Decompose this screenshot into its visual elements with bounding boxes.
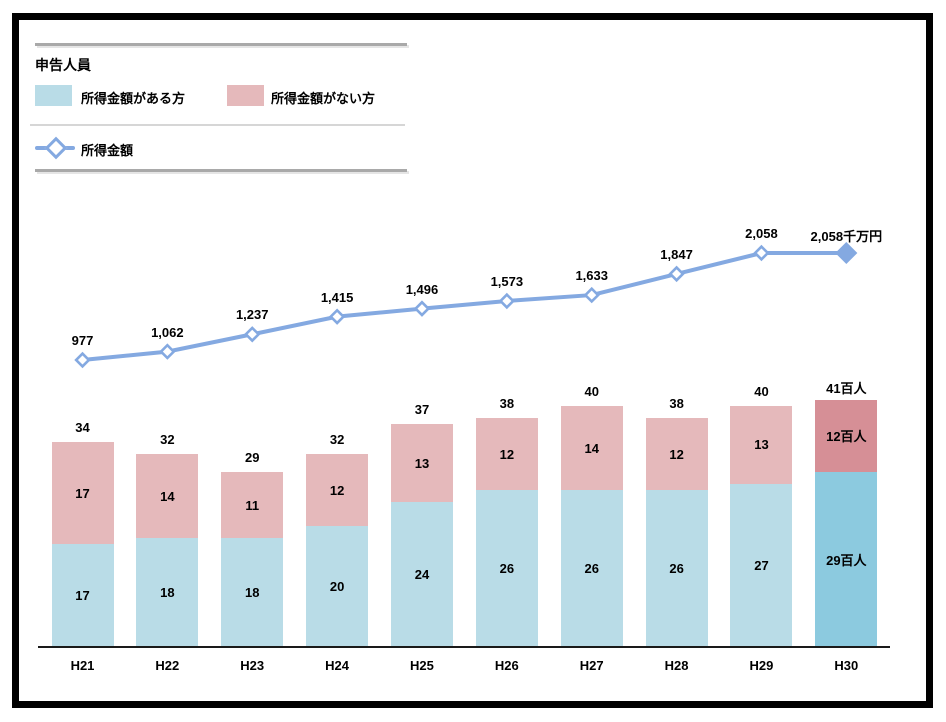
line-marker-diamond <box>74 351 91 369</box>
line-marker-diamond <box>668 265 685 283</box>
x-axis-label: H21 <box>70 658 95 673</box>
bar-segment-without-income: 12百人 <box>815 399 878 473</box>
bar-total-label: 40 <box>754 383 769 399</box>
line-marker-diamond <box>835 241 858 265</box>
x-axis-label: H27 <box>579 658 604 673</box>
bar-segment-with-income: 17 <box>51 544 114 647</box>
line-value-label: 1,237 <box>235 307 269 323</box>
line-value-label: 977 <box>71 333 94 348</box>
legend-label-with-income: 所得金額がある方 <box>81 91 186 106</box>
bar-total-label: 41百人 <box>826 380 867 396</box>
bar-segment-with-income: 29百人 <box>815 472 878 647</box>
line-value-label: 2,058千万円 <box>810 229 883 244</box>
x-axis-label: H25 <box>410 658 434 673</box>
bar-segment-without-income: 12 <box>306 454 369 527</box>
legend-divider-rule <box>30 124 405 126</box>
bar-segment-without-income: 14 <box>136 454 199 539</box>
bar-segment-without-income: 13 <box>390 423 453 503</box>
line-marker-diamond <box>159 343 176 360</box>
bar-segment-with-income: 27 <box>730 484 793 647</box>
bar-segment-without-income: 13 <box>730 405 793 485</box>
x-axis-label: H30 <box>834 658 859 673</box>
bar-segment-with-income: 18 <box>221 538 284 647</box>
bar-segment-without-income: 17 <box>51 441 114 545</box>
bar-segment-with-income: 20 <box>306 526 369 647</box>
legend-title: 申告人員 <box>35 57 91 73</box>
bar-total-label: 37 <box>414 401 430 417</box>
bar-segment-with-income: 26 <box>560 490 623 647</box>
x-axis-label: H24 <box>325 658 350 673</box>
x-axis-line <box>38 646 890 648</box>
legend-top-rule <box>35 43 407 46</box>
line-value-label: 1,496 <box>405 281 439 297</box>
x-axis-label: H29 <box>749 658 774 673</box>
legend-bottom-rule <box>35 169 407 172</box>
line-marker-diamond <box>498 292 516 310</box>
bar-total-label: 40 <box>584 383 599 399</box>
x-axis-label: H28 <box>664 658 689 673</box>
line-marker-diamond <box>328 308 346 325</box>
legend-label-without-income: 所得金額がない方 <box>271 91 376 106</box>
line-value-label: 1,062 <box>151 324 184 340</box>
line-marker-diamond <box>583 286 600 304</box>
line-value-label: 1,573 <box>490 274 524 289</box>
bar-total-label: 29 <box>245 450 260 466</box>
bar-segment-without-income: 12 <box>645 417 708 491</box>
bar-total-label: 32 <box>329 432 345 448</box>
bar-total-label: 38 <box>499 395 515 411</box>
x-axis-label: H22 <box>155 658 180 673</box>
bar-segment-without-income: 11 <box>221 472 284 539</box>
bar-total-label: 34 <box>75 419 90 435</box>
x-axis-label: H23 <box>240 658 265 673</box>
legend-swatch-with-income <box>35 85 72 106</box>
bar-total-label: 32 <box>160 432 175 448</box>
bar-segment-with-income: 26 <box>475 490 538 647</box>
bar-segment-with-income: 18 <box>136 538 199 647</box>
x-axis-label: H26 <box>494 658 519 673</box>
line-value-label: 1,847 <box>660 246 693 262</box>
bar-segment-without-income: 12 <box>475 417 538 491</box>
line-marker-diamond <box>753 244 770 262</box>
income-line <box>82 251 847 362</box>
line-value-label: 1,633 <box>575 268 608 284</box>
legend-swatch-without-income <box>227 85 264 106</box>
line-value-label: 1,415 <box>320 289 354 305</box>
legend-label-income-amount: 所得金額 <box>81 143 134 158</box>
bar-segment-with-income: 24 <box>390 502 453 647</box>
bar-segment-with-income: 26 <box>645 490 708 647</box>
bar-total-label: 38 <box>669 395 684 411</box>
line-marker-diamond <box>244 326 261 343</box>
bar-segment-without-income: 14 <box>560 405 623 491</box>
line-value-label: 2,058 <box>745 226 778 241</box>
line-marker-diamond <box>413 300 431 317</box>
